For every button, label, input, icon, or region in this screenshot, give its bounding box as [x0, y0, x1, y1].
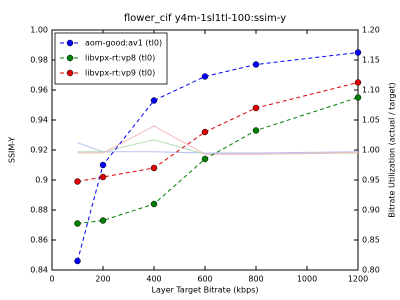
y2-tick-label: 1.20 — [362, 26, 380, 35]
chart-title: flower_cif y4m-1sl1tl-100:ssim-y — [124, 13, 286, 24]
point — [354, 49, 362, 56]
y2-tick-label: 0.95 — [362, 176, 380, 185]
legend-marker — [66, 69, 74, 77]
y-tick-label: 0.94 — [30, 116, 48, 125]
y2-tick-label: 1.00 — [362, 146, 380, 155]
point — [74, 220, 81, 227]
point — [74, 178, 81, 185]
x-tick-label: 1200 — [348, 275, 368, 284]
legend-label: libvpx-rt:vp9 (tl0) — [85, 69, 155, 78]
x-axis-label: Layer Target Bitrate (kbps) — [152, 286, 259, 295]
y2-tick-label: 0.90 — [362, 206, 380, 215]
x-tick-label: 800 — [248, 275, 263, 284]
y2-tick-label: 0.85 — [362, 236, 380, 245]
legend-label: libvpx-rt:vp8 (tl0) — [85, 54, 155, 63]
point — [74, 257, 81, 265]
point — [150, 164, 158, 172]
y-tick-label: 0.9 — [35, 176, 48, 185]
point — [201, 128, 209, 136]
x-tick-label: 600 — [197, 275, 212, 284]
legend-marker — [66, 54, 74, 62]
series-line — [77, 82, 359, 182]
point — [99, 173, 107, 181]
series-line — [77, 97, 359, 224]
point — [99, 161, 107, 169]
point — [252, 104, 260, 112]
y-tick-label: 1.00 — [30, 26, 48, 35]
y-tick-label: 0.86 — [30, 236, 48, 245]
legend-box — [54, 32, 168, 85]
y-tick-label: 0.84 — [30, 266, 48, 275]
y-tick-label: 0.96 — [30, 86, 48, 95]
y-tick-label: 0.88 — [30, 206, 48, 215]
legend-marker — [66, 39, 74, 47]
x-tick-label: 1000 — [297, 275, 317, 284]
point — [354, 94, 362, 101]
point — [354, 79, 362, 86]
point — [99, 217, 107, 224]
y2-tick-label: 1.05 — [362, 116, 380, 125]
y-axis-label: SSIM-Y — [8, 137, 17, 163]
y2-tick-label: 1.10 — [362, 86, 380, 95]
point — [201, 73, 209, 80]
point — [150, 200, 158, 208]
utilization-line — [77, 142, 359, 154]
y2-axis-label: Bitrate Utilization (actual / target) — [388, 82, 397, 217]
utilization-line — [77, 125, 359, 155]
point — [252, 127, 260, 134]
y2-tick-label: 0.80 — [362, 266, 380, 275]
point — [201, 155, 209, 163]
x-tick-label: 400 — [146, 275, 161, 284]
x-tick-label: 200 — [95, 275, 110, 284]
point — [150, 97, 158, 104]
legend-label: aom-good:av1 (tl0) — [85, 39, 162, 48]
x-tick-label: 0 — [49, 275, 54, 284]
point — [252, 61, 260, 68]
y-tick-label: 0.98 — [30, 56, 48, 65]
y2-tick-label: 1.15 — [362, 56, 380, 65]
y-tick-label: 0.92 — [30, 146, 48, 155]
